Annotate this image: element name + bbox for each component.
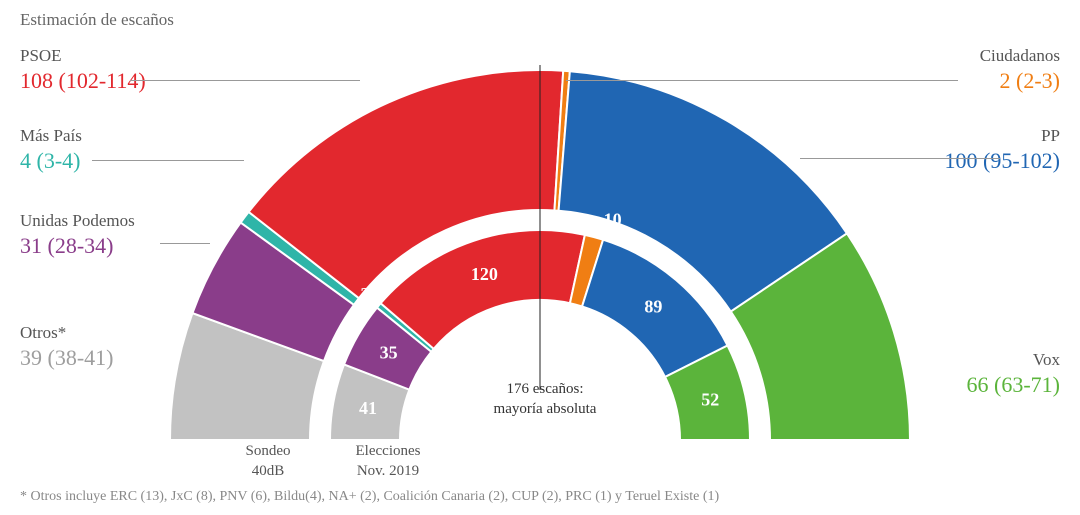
leader-line-psoe: [130, 80, 360, 81]
leader-line-maspais: [92, 160, 244, 161]
party-value-otros: 39 (38-41): [20, 345, 113, 371]
inner-ring-label: Elecciones Nov. 2019: [338, 442, 438, 481]
party-label-otros: Otros*39 (38-41): [20, 323, 113, 371]
party-value-pp: 100 (95-102): [945, 148, 1060, 174]
party-label-cs: Ciudadanos2 (2-3): [980, 46, 1060, 94]
party-label-vox: Vox66 (63-71): [967, 350, 1060, 398]
party-label-up: Unidas Podemos31 (28-34): [20, 211, 135, 259]
chart-title: Estimación de escaños: [20, 10, 174, 30]
party-name-pp: PP: [945, 126, 1060, 146]
party-value-cs: 2 (2-3): [980, 68, 1060, 94]
leader-line-cs: [566, 80, 958, 81]
footnote: * Otros incluye ERC (13), JxC (8), PNV (…: [20, 489, 719, 505]
outer-ring-label: Sondeo 40dB: [228, 442, 308, 481]
inner-value-cs: 10: [604, 210, 622, 230]
party-label-pp: PP100 (95-102): [945, 126, 1060, 174]
inner-value-otros: 41: [359, 398, 377, 418]
leader-line-up: [160, 243, 210, 244]
inner-value-pp: 89: [644, 297, 662, 317]
party-value-up: 31 (28-34): [20, 233, 135, 259]
majority-label: 176 escaños: mayoría absoluta: [460, 380, 630, 419]
leader-line-pp: [800, 158, 1000, 159]
party-name-maspais: Más País: [20, 126, 82, 146]
party-label-maspais: Más País4 (3-4): [20, 126, 82, 174]
inner-value-psoe: 120: [471, 264, 498, 284]
party-name-otros: Otros*: [20, 323, 113, 343]
inner-value-maspais: 3: [360, 284, 369, 304]
party-name-vox: Vox: [967, 350, 1060, 370]
party-value-vox: 66 (63-71): [967, 372, 1060, 398]
party-value-maspais: 4 (3-4): [20, 148, 82, 174]
inner-value-vox: 52: [701, 390, 719, 410]
inner-value-up: 35: [380, 342, 398, 362]
party-label-psoe: PSOE108 (102-114): [20, 46, 146, 94]
party-name-cs: Ciudadanos: [980, 46, 1060, 66]
party-name-up: Unidas Podemos: [20, 211, 135, 231]
party-name-psoe: PSOE: [20, 46, 146, 66]
party-value-psoe: 108 (102-114): [20, 68, 146, 94]
